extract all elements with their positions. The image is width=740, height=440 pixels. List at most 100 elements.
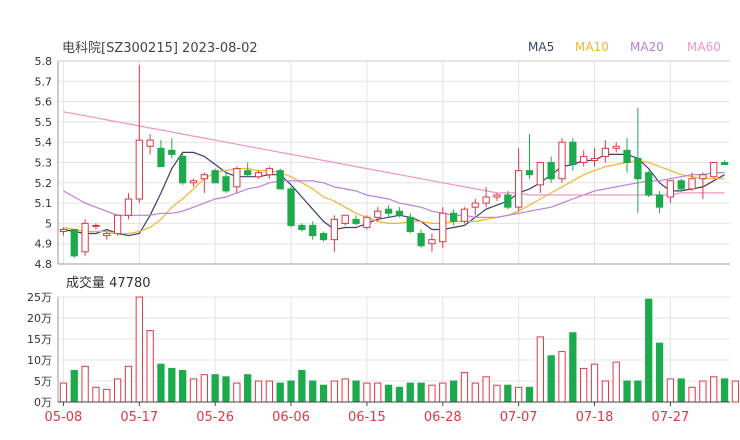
volume-bar <box>168 367 176 403</box>
price-tick-label: 5.3 <box>35 157 53 170</box>
candle-body-down <box>504 194 512 208</box>
ma-line-ma10 <box>63 159 725 235</box>
candle <box>179 152 187 185</box>
candle-body-down <box>384 208 393 214</box>
candle <box>254 170 263 179</box>
candle <box>200 172 208 193</box>
volume-bar <box>59 382 68 403</box>
candle-body-down <box>352 218 360 224</box>
candle <box>384 205 393 218</box>
price-tick-label: 5.4 <box>35 136 53 149</box>
volume-bar <box>666 378 675 403</box>
volume-bar <box>645 298 653 403</box>
candle-body-down <box>276 170 284 190</box>
chart-title: 电科院[SZ300215] 2023-08-02 <box>62 41 258 56</box>
candle <box>406 213 414 234</box>
candle-body-up <box>103 233 111 237</box>
candle <box>417 229 425 248</box>
candle-body-down <box>287 188 295 226</box>
candle <box>146 134 154 155</box>
volume-bar <box>482 376 490 403</box>
candle <box>482 186 490 208</box>
legend: MA5 MA10 MA20 MA60 <box>528 40 721 54</box>
candle <box>265 166 273 179</box>
volume-bar <box>655 342 664 403</box>
candle-body-down <box>70 228 78 257</box>
candle-body-down <box>569 141 577 166</box>
candle <box>710 162 718 179</box>
candle-body-up <box>471 202 479 208</box>
candle-body-up <box>482 196 490 204</box>
candle-body-up <box>612 145 620 149</box>
candle-body-down <box>547 162 555 180</box>
candle-body-up <box>460 208 469 222</box>
candle <box>330 215 339 252</box>
x-tick-label: 05-08 <box>45 410 83 425</box>
volume-bar <box>287 380 295 403</box>
ma-line-ma20 <box>63 172 725 218</box>
candle <box>601 140 609 163</box>
volume-bar <box>341 378 349 403</box>
candle-body-down <box>179 155 187 184</box>
volume-bar <box>276 382 284 403</box>
candle-body-down <box>417 233 425 247</box>
candle-body-up <box>601 147 609 157</box>
volume-bar <box>103 388 111 403</box>
volume-bar <box>352 380 360 403</box>
candle <box>525 134 534 179</box>
candle <box>623 138 631 173</box>
candle-body-down <box>298 224 306 230</box>
candle-body-down <box>677 180 685 190</box>
candle <box>222 172 230 193</box>
volume-tick-label: 15万 <box>27 333 52 346</box>
candle <box>645 170 653 198</box>
price-tick-label: 5.5 <box>35 116 53 129</box>
volume-bar <box>81 365 89 403</box>
legend-ma5: MA5 <box>528 40 554 54</box>
candle <box>157 140 165 168</box>
candle <box>504 190 512 210</box>
candle <box>103 231 111 240</box>
price-tick-label: 5 <box>45 217 52 230</box>
candle <box>374 207 382 222</box>
volume-tick-label: 0万 <box>34 396 52 409</box>
volume-label: 成交量 47780 <box>66 275 151 291</box>
candle <box>124 192 133 220</box>
candle-body-down <box>319 233 328 241</box>
volume-bar <box>590 363 599 403</box>
candle-body-up <box>580 155 588 164</box>
x-tick-label: 05-17 <box>120 410 158 425</box>
price-tick-label: 5.1 <box>35 197 53 210</box>
candle-body-down <box>720 162 729 166</box>
volume-bar <box>265 380 273 403</box>
candle-body-up <box>135 139 143 200</box>
candle <box>59 227 68 236</box>
volume-bar <box>536 336 544 403</box>
candle <box>580 150 588 167</box>
x-tick-label: 06-28 <box>424 410 462 425</box>
volume-bar <box>428 384 436 403</box>
candle-body-down <box>168 149 176 155</box>
candle-body-up <box>688 178 696 190</box>
candle <box>428 233 436 252</box>
candle-body-up <box>200 174 208 180</box>
candle-body-up <box>124 198 133 216</box>
candle <box>352 215 360 226</box>
volume-bar <box>623 380 631 403</box>
volume-bar <box>211 374 219 403</box>
candle <box>515 148 523 212</box>
candle-body-up <box>146 139 154 147</box>
candle-body-up <box>493 194 501 198</box>
x-tick-label: 06-15 <box>348 410 386 425</box>
candle <box>276 168 284 190</box>
volume-bar <box>157 363 165 403</box>
volume-bar <box>330 380 339 403</box>
volume-bar <box>493 384 501 403</box>
price-panel: 5.8 5.7 5.6 5.5 5.4 5.3 5.2 5.1 5 4.9 4.8 <box>35 55 730 271</box>
candle <box>677 178 685 191</box>
x-tick-label: 05-26 <box>196 410 234 425</box>
candle <box>244 162 252 177</box>
candle <box>81 219 89 256</box>
volume-bar <box>612 361 620 403</box>
